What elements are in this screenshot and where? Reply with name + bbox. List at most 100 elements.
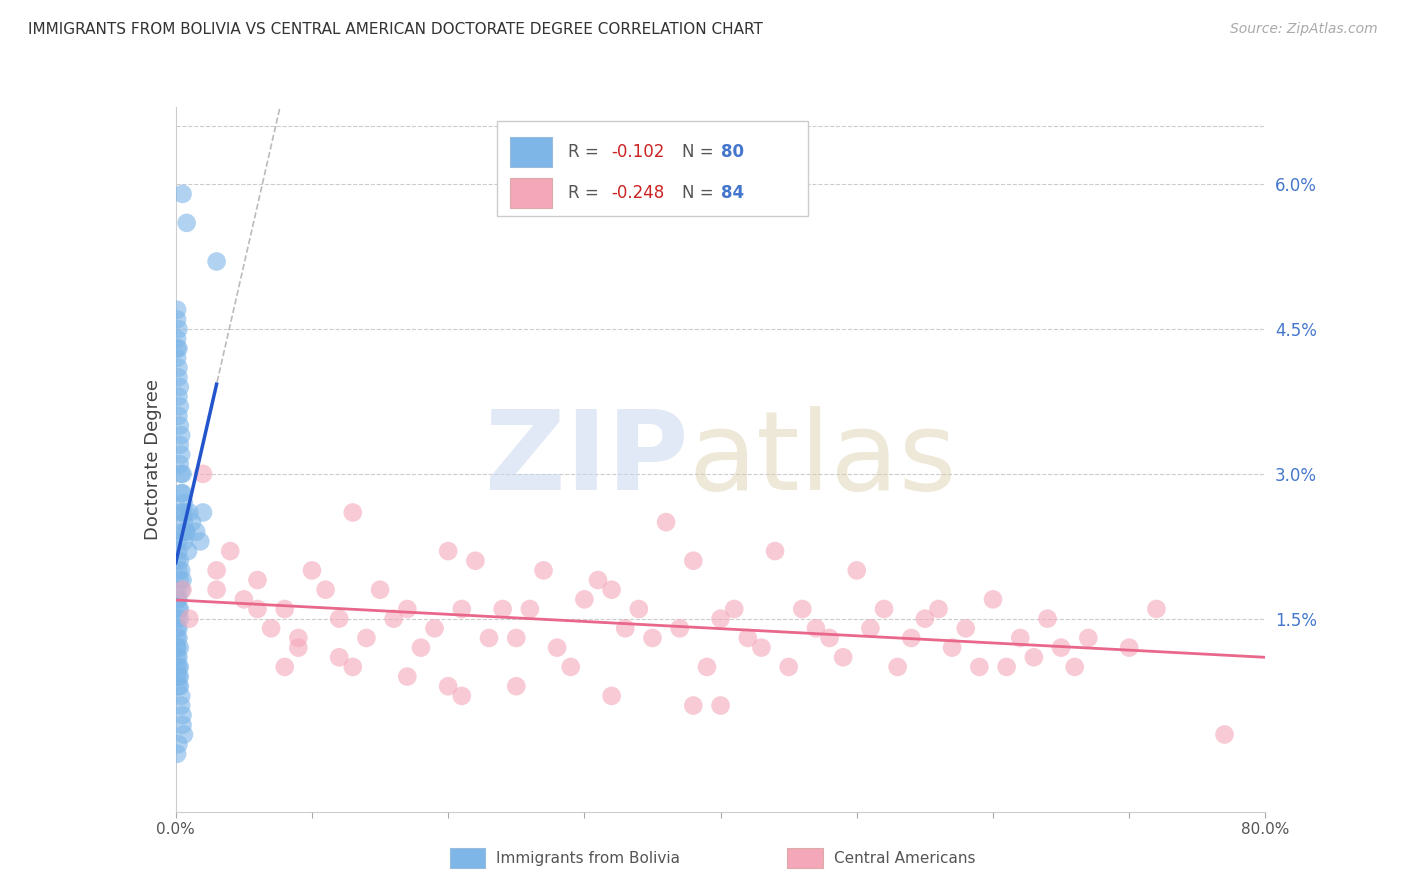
Point: [166, 592, 188, 607]
Text: IMMIGRANTS FROM BOLIVIA VS CENTRAL AMERICAN DOCTORATE DEGREE CORRELATION CHART: IMMIGRANTS FROM BOLIVIA VS CENTRAL AMERI…: [28, 22, 763, 37]
Point: [179, 612, 201, 626]
Point: [170, 486, 193, 500]
Point: [696, 660, 718, 674]
Point: [170, 428, 193, 442]
Text: 80: 80: [721, 143, 744, 161]
Point: [169, 418, 191, 433]
Point: [301, 563, 323, 577]
Point: [478, 631, 501, 645]
Point: [166, 669, 188, 683]
Point: [173, 534, 195, 549]
Point: [723, 602, 745, 616]
Point: [287, 640, 309, 655]
Point: [176, 216, 198, 230]
Point: [169, 380, 191, 394]
Point: [792, 602, 814, 616]
FancyBboxPatch shape: [498, 121, 807, 216]
Point: [170, 467, 193, 481]
Point: [166, 640, 188, 655]
Point: [166, 582, 188, 597]
Point: [166, 554, 188, 568]
Point: [342, 660, 364, 674]
Point: [1050, 640, 1073, 655]
Point: [778, 660, 800, 674]
Point: [166, 332, 188, 346]
Point: [169, 399, 191, 413]
Point: [710, 612, 733, 626]
Point: [181, 515, 204, 529]
Text: atlas: atlas: [688, 406, 956, 513]
Point: [170, 506, 193, 520]
Point: [900, 631, 922, 645]
Point: [1022, 650, 1045, 665]
Point: [505, 631, 527, 645]
Point: [167, 544, 190, 558]
Point: [914, 612, 936, 626]
Point: [1036, 612, 1059, 626]
Point: [981, 592, 1004, 607]
Point: [356, 631, 378, 645]
Point: [177, 544, 200, 558]
Point: [574, 592, 596, 607]
Point: [174, 524, 197, 539]
Point: [464, 554, 486, 568]
Point: [600, 689, 623, 703]
Point: [668, 621, 690, 635]
Point: [246, 602, 269, 616]
Point: [166, 534, 188, 549]
Point: [751, 640, 773, 655]
Text: Central Americans: Central Americans: [834, 851, 976, 865]
Text: R =: R =: [568, 184, 605, 202]
Point: [546, 640, 568, 655]
Point: [169, 554, 191, 568]
Point: [737, 631, 759, 645]
Point: [169, 438, 191, 452]
Point: [886, 660, 908, 674]
Point: [955, 621, 977, 635]
Point: [505, 679, 527, 693]
Point: [167, 621, 190, 635]
Text: 84: 84: [721, 184, 744, 202]
Point: [941, 640, 963, 655]
Point: [396, 602, 419, 616]
Bar: [510, 137, 551, 167]
Point: [172, 718, 194, 732]
Point: [167, 370, 190, 384]
Point: [172, 582, 194, 597]
Point: [191, 506, 214, 520]
Point: [368, 582, 391, 597]
Point: [995, 660, 1018, 674]
Point: [492, 602, 515, 616]
Point: [170, 582, 193, 597]
Point: [1118, 640, 1140, 655]
Point: [763, 544, 786, 558]
Point: [969, 660, 991, 674]
Point: [166, 351, 188, 365]
Point: [328, 612, 350, 626]
Point: [928, 602, 950, 616]
Point: [169, 573, 191, 587]
Point: [219, 544, 242, 558]
Point: [170, 448, 193, 462]
Point: [172, 524, 194, 539]
Point: [166, 640, 188, 655]
Point: [167, 342, 190, 356]
Point: [170, 698, 193, 713]
Point: [167, 679, 190, 693]
Text: N =: N =: [682, 143, 720, 161]
Point: [586, 573, 609, 587]
Point: [167, 360, 190, 375]
Point: [176, 524, 198, 539]
Point: [167, 660, 190, 674]
Point: [205, 582, 228, 597]
Point: [170, 689, 193, 703]
Point: [274, 660, 297, 674]
Point: [172, 708, 194, 723]
Point: [600, 582, 623, 597]
Point: [172, 467, 194, 481]
Point: [166, 312, 188, 326]
Point: [205, 254, 228, 268]
Point: [166, 747, 188, 761]
Point: [641, 631, 664, 645]
Text: -0.102: -0.102: [612, 143, 665, 161]
